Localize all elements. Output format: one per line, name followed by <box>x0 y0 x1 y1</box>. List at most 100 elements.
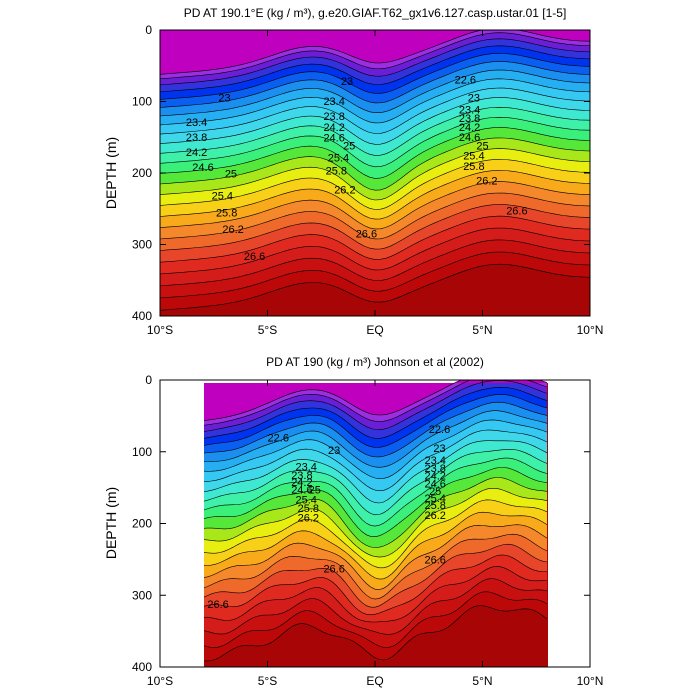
contour-line <box>160 251 590 299</box>
contour-label: 24.6 <box>459 132 480 144</box>
contour-line <box>160 87 590 135</box>
contour-label: 25.8 <box>463 161 484 173</box>
x-tick-label: 5°N <box>472 323 492 337</box>
contour-line <box>204 401 548 458</box>
contour-label: 24.2 <box>459 122 480 134</box>
y-axis-label: DEPTH (m) <box>103 137 119 209</box>
contour-label: 23 <box>468 93 480 105</box>
contour-label: 26.6 <box>244 251 265 263</box>
contour-label: 25 <box>476 140 488 152</box>
contour-line <box>204 394 548 448</box>
y-tick-label: 400 <box>132 309 152 323</box>
x-tick-label: 5°S <box>258 323 277 337</box>
contour-label: 23.4 <box>424 455 445 467</box>
y-tick-label: 200 <box>132 166 152 180</box>
contour-line <box>204 511 548 580</box>
contour-label: 25.4 <box>424 493 445 505</box>
x-tick-label: 10°S <box>147 674 173 688</box>
contour-fills <box>160 30 590 311</box>
x-tick-label: 5°N <box>472 674 492 688</box>
contour-line <box>160 170 590 220</box>
contour-label: 23 <box>328 445 340 457</box>
contour-line <box>204 591 548 648</box>
contour-label: 25.8 <box>298 503 319 515</box>
contour-label: 23.4 <box>459 105 480 117</box>
contour-line <box>204 578 548 635</box>
contour-label: 25 <box>343 140 355 152</box>
contour-label: 23.8 <box>291 470 312 482</box>
contour-line <box>204 448 548 516</box>
contour-line <box>160 215 590 263</box>
contour-line <box>204 605 548 662</box>
contour-label: 26.6 <box>356 228 377 240</box>
contour-label: 24.6 <box>323 133 344 145</box>
contour-label: 25 <box>309 484 321 496</box>
x-tick-label: EQ <box>366 323 383 337</box>
y-tick-label: 300 <box>132 588 152 602</box>
contour-label: 26.2 <box>424 510 445 522</box>
x-tick-label: EQ <box>366 674 383 688</box>
contour-line <box>204 419 548 480</box>
contour-line <box>160 32 590 80</box>
contour-line <box>160 263 590 311</box>
y-tick-label: 100 <box>132 445 152 459</box>
chart-panel-2: 22.62323.423.824.224.62525.425.826.226.6… <box>103 355 603 688</box>
contour-label: 26.6 <box>424 555 445 567</box>
y-tick-label: 200 <box>132 517 152 531</box>
contour-label: 24.6 <box>192 162 213 174</box>
contour-label: 24.2 <box>323 122 344 134</box>
contour-label: 23 <box>341 76 353 88</box>
y-tick-label: 100 <box>132 95 152 109</box>
contour-line <box>204 566 548 623</box>
contour-line <box>204 499 548 569</box>
contour-band <box>204 380 547 421</box>
contour-line <box>160 78 590 126</box>
contour-line <box>160 192 590 240</box>
contour-label: 26.2 <box>222 224 243 236</box>
contour-label: 22.6 <box>455 75 476 87</box>
contour-label: 24.2 <box>291 477 312 489</box>
contour-label: 25.4 <box>212 190 233 202</box>
contour-label: 26.6 <box>323 563 344 575</box>
contour-label: 22.6 <box>429 424 450 436</box>
contour-label: 26.6 <box>207 599 228 611</box>
chart-title: PD AT 190 (kg / m³) Johnson et al (2002) <box>266 355 484 369</box>
contour-line <box>160 53 590 100</box>
chart-panel-1: 2323.423.824.224.62525.425.826.226.62323… <box>103 6 603 337</box>
contour-band <box>160 30 590 75</box>
chart-title: PD AT 190.1°E (kg / m³), g.e20.GIAF.T62_… <box>184 6 567 20</box>
contour-line <box>204 467 548 538</box>
contour-line <box>160 239 590 287</box>
contour-label: 23.4 <box>295 461 316 473</box>
contour-label: 26.6 <box>506 205 527 217</box>
contour-line <box>204 488 548 558</box>
contour-line <box>204 524 548 590</box>
contour-label: 23.8 <box>424 463 445 475</box>
x-tick-label: 10°S <box>147 323 173 337</box>
contour-label: 26.2 <box>298 512 319 524</box>
contour-label: 25.4 <box>328 153 349 165</box>
contour-label: 24.6 <box>291 484 312 496</box>
x-tick-label: 10°N <box>577 674 604 688</box>
contour-label: 23.4 <box>186 117 207 129</box>
contour-label: 25 <box>429 486 441 498</box>
contour-line <box>204 440 548 504</box>
contour-line <box>204 429 548 492</box>
contour-line <box>160 97 590 145</box>
contour-label: 23.8 <box>459 113 480 125</box>
contour-label: 23 <box>218 93 230 105</box>
contour-label: 23.8 <box>186 132 207 144</box>
contour-line <box>204 533 548 600</box>
contour-line <box>204 380 548 421</box>
contour-fills <box>204 380 548 662</box>
contour-line <box>204 457 548 527</box>
y-axis-label: DEPTH (m) <box>103 487 119 559</box>
contour-line <box>204 477 548 548</box>
contour-label: 23 <box>433 443 445 455</box>
contour-line <box>160 227 590 275</box>
contour-line <box>160 137 590 191</box>
contour-line <box>160 106 590 156</box>
contour-label: 25.8 <box>424 500 445 512</box>
contour-line <box>204 386 548 439</box>
contour-line <box>160 116 590 168</box>
